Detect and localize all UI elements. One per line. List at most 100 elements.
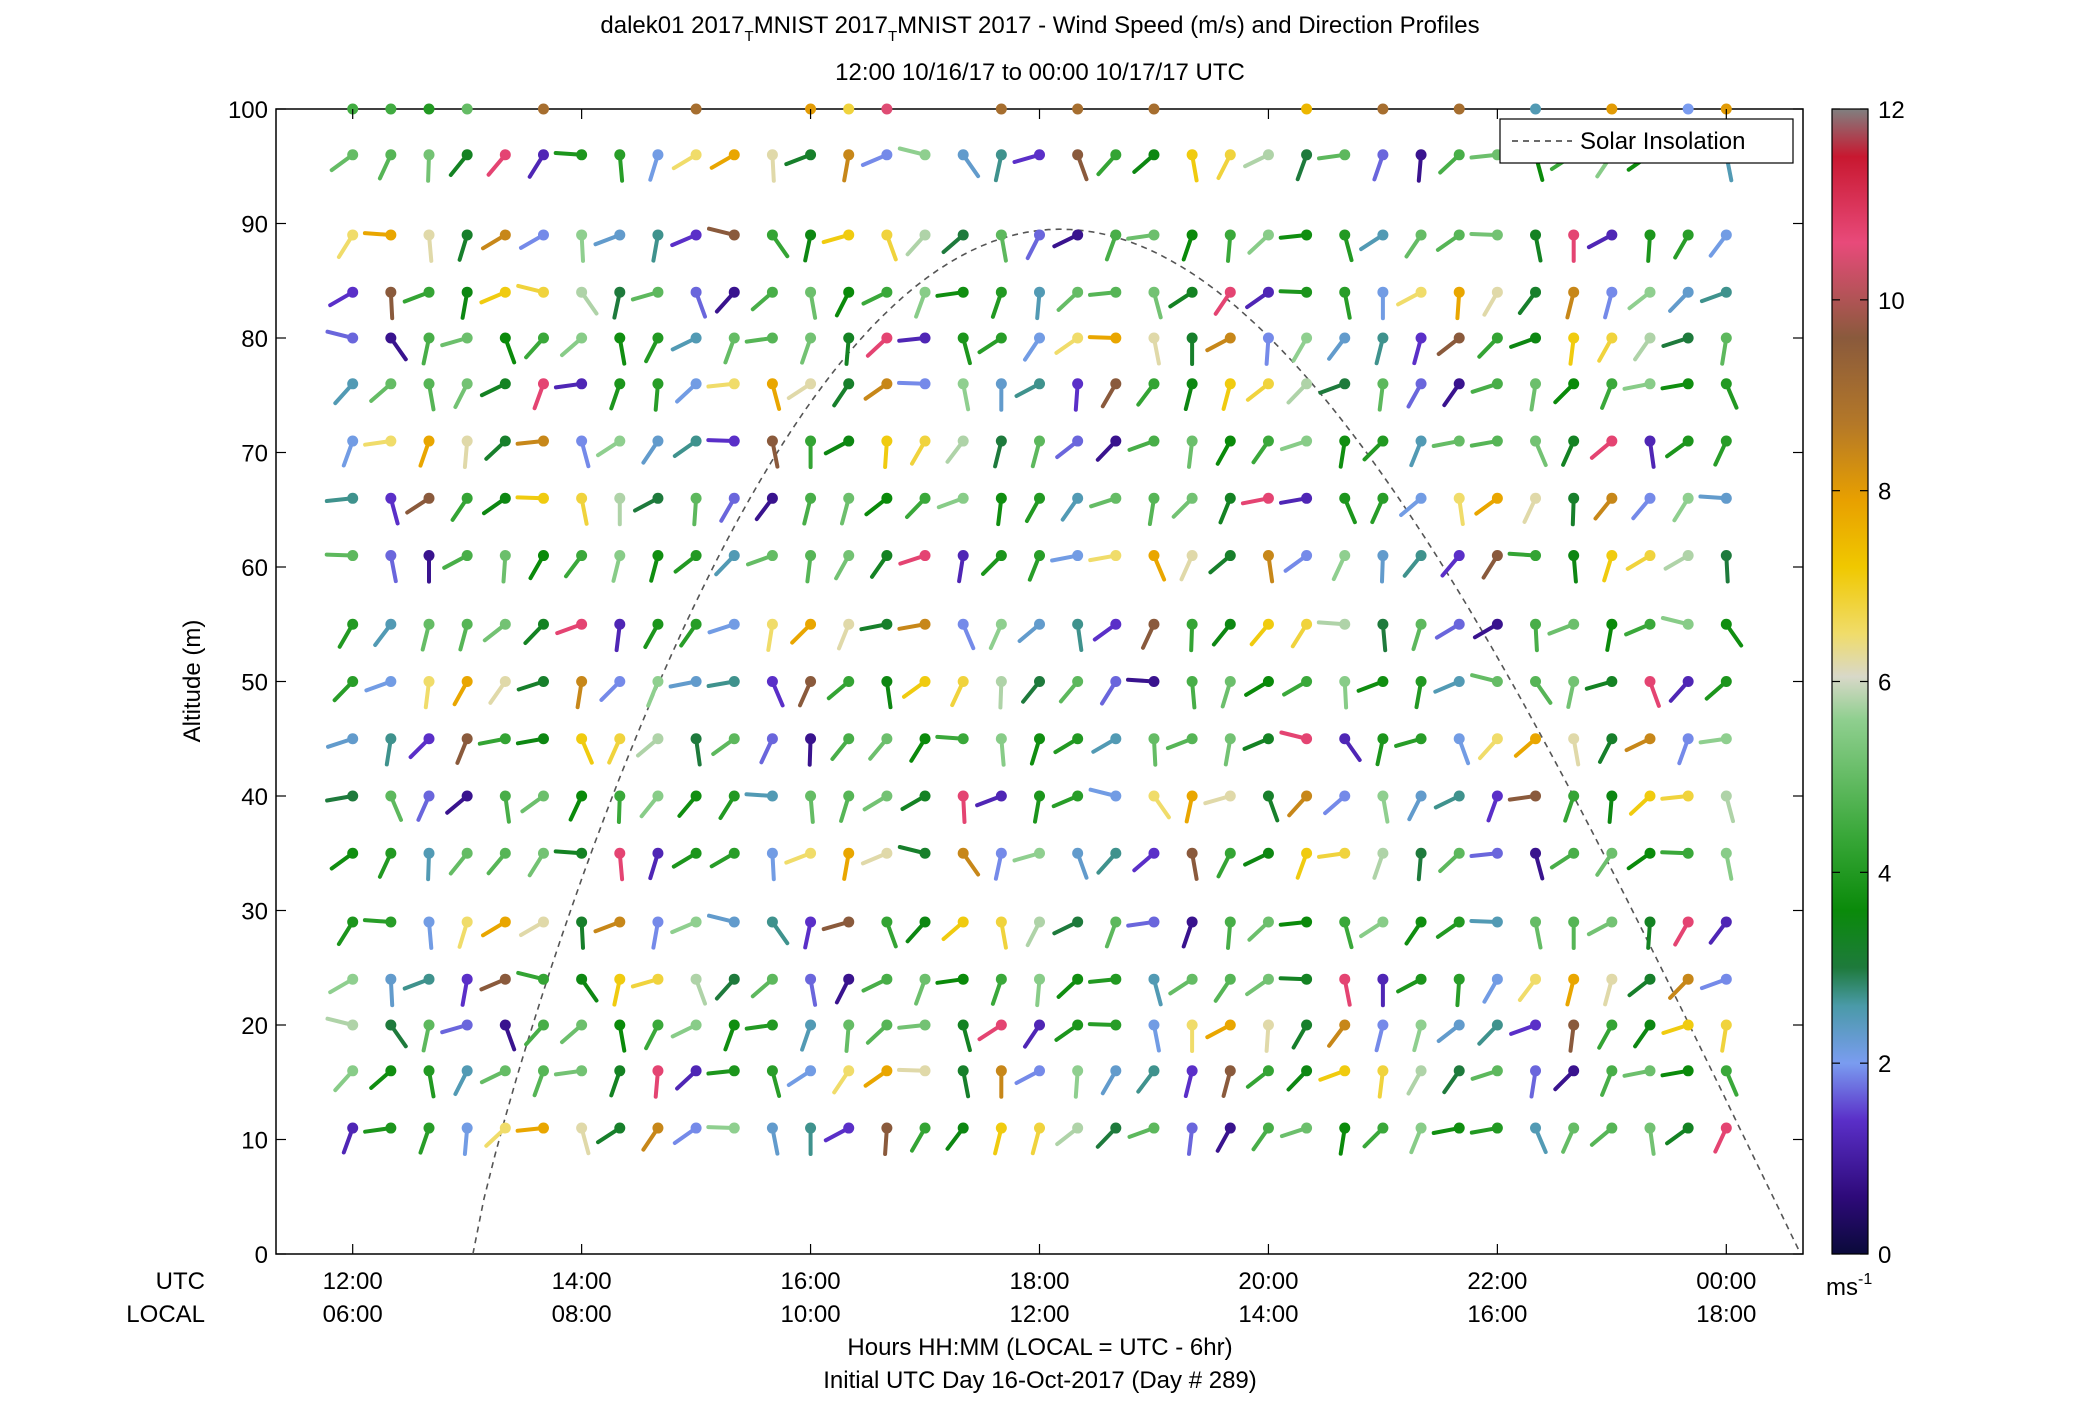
wind-barb [993,847,1007,881]
wind-barb [614,149,626,183]
wind-barb-dot [1034,790,1045,802]
wind-barb [1100,1065,1122,1096]
wind-barb [900,790,931,811]
wind-barb [1339,229,1354,263]
wind-barb [515,435,549,447]
wind-barb-dot [1415,332,1427,344]
wind-barb-dot [1530,286,1542,298]
wind-barb [1148,733,1160,767]
wind-barb [1377,618,1389,653]
wind-barb [636,733,664,758]
wind-barb-dot [766,916,778,928]
wind-barb-dot [1034,492,1045,504]
wind-barb [750,286,778,312]
wind-barb-dot [1224,618,1236,630]
wind-barb [672,1122,702,1145]
wind-barb-dot [957,492,969,504]
wind-barb [461,435,473,469]
wind-barb [482,618,511,643]
wind-barb-dot [499,149,511,161]
wind-barb-dot [1110,790,1122,802]
wind-barb [362,916,397,928]
wind-barb-dot [1606,332,1618,344]
x-tick-label-utc: 16:00 [781,1268,841,1295]
wind-barb [1627,973,1656,998]
wind-barb-dot [614,435,626,447]
wind-barb-dot [1224,1019,1236,1031]
wind-barb-dot [1301,332,1313,344]
y-tick-label: 90 [241,212,268,239]
wind-barb-dot [1720,1019,1732,1031]
wind-barb [1283,550,1313,573]
wind-barb [861,973,893,993]
wind-barb-dot [881,435,893,447]
wind-barb [1323,790,1351,816]
wind-barb [1605,618,1618,652]
wind-barb-dot [1339,378,1351,390]
wind-barb-dot [1530,676,1542,687]
wind-barb [1597,1019,1618,1050]
wind-barb-dot [728,1065,740,1077]
wind-barb-dot [652,378,664,390]
wind-barb [564,550,588,579]
wind-barb-dot [1186,492,1198,504]
wind-barb-dot [957,1122,969,1134]
wind-barb [1644,676,1661,708]
wind-barb-dot [766,149,778,161]
wind-barb-dot [385,790,397,802]
wind-barb-dot [385,492,397,504]
wind-barb-dot [728,550,740,562]
wind-barb [560,1019,588,1045]
wind-barb-dot [1072,916,1084,928]
wind-barb-dot [1606,229,1618,241]
wind-barb-dot [461,916,473,928]
wind-barb [1055,1122,1084,1147]
wind-barb [800,1019,817,1052]
wind-barb-dot [1644,973,1656,985]
wind-barb [1486,790,1503,823]
wind-barb-dot [499,286,511,298]
wind-barb-dot [1530,916,1542,928]
wind-barb-dot [1568,676,1580,687]
wind-barb-dot [1110,973,1122,985]
wind-barb [706,1065,740,1077]
wind-barb [995,229,1008,263]
wind-barb-dot [1262,618,1274,630]
wind-barb-dot [423,435,435,447]
wind-barb-dot [919,332,931,344]
wind-barb-dot [1491,1122,1503,1134]
wind-barb-dot [1339,973,1351,985]
wind-barb-dot [995,229,1007,241]
wind-barb-dot [347,492,359,504]
wind-barb-dot [1377,286,1389,298]
wind-barb [479,378,511,398]
wind-barb-dot [919,229,931,241]
wind-barb [1168,286,1198,309]
y-tick-label: 80 [241,326,268,353]
wind-barb-dot [385,1019,397,1031]
wind-barb-dot [1568,973,1580,985]
wind-barb-dot [728,492,740,504]
wind-barb [1165,733,1198,751]
wind-barb-dot [1072,847,1084,859]
wind-barb-dot [843,149,855,161]
wind-barb-dot [805,847,817,859]
wind-barb [1132,149,1160,174]
wind-barb-dot [1110,916,1122,928]
y-tick-label: 0 [255,1242,268,1269]
wind-barb-dot [1720,286,1732,298]
wind-barb-dot [537,847,549,859]
wind-barb-dot [957,435,969,447]
wind-barb [1141,618,1160,650]
wind-barb-dot [1339,790,1351,802]
wind-barb [1406,378,1427,409]
wind-barb-dot [843,332,855,344]
wind-barb [385,332,408,362]
wind-barb-dot [1606,916,1618,928]
wind-barb-dot [347,618,359,630]
wind-barb-dot [347,790,359,802]
wind-barb-dot [1224,1065,1236,1077]
wind-barb-dot [881,103,893,115]
wind-barb [333,1065,359,1093]
wind-barb-dot [461,435,473,447]
